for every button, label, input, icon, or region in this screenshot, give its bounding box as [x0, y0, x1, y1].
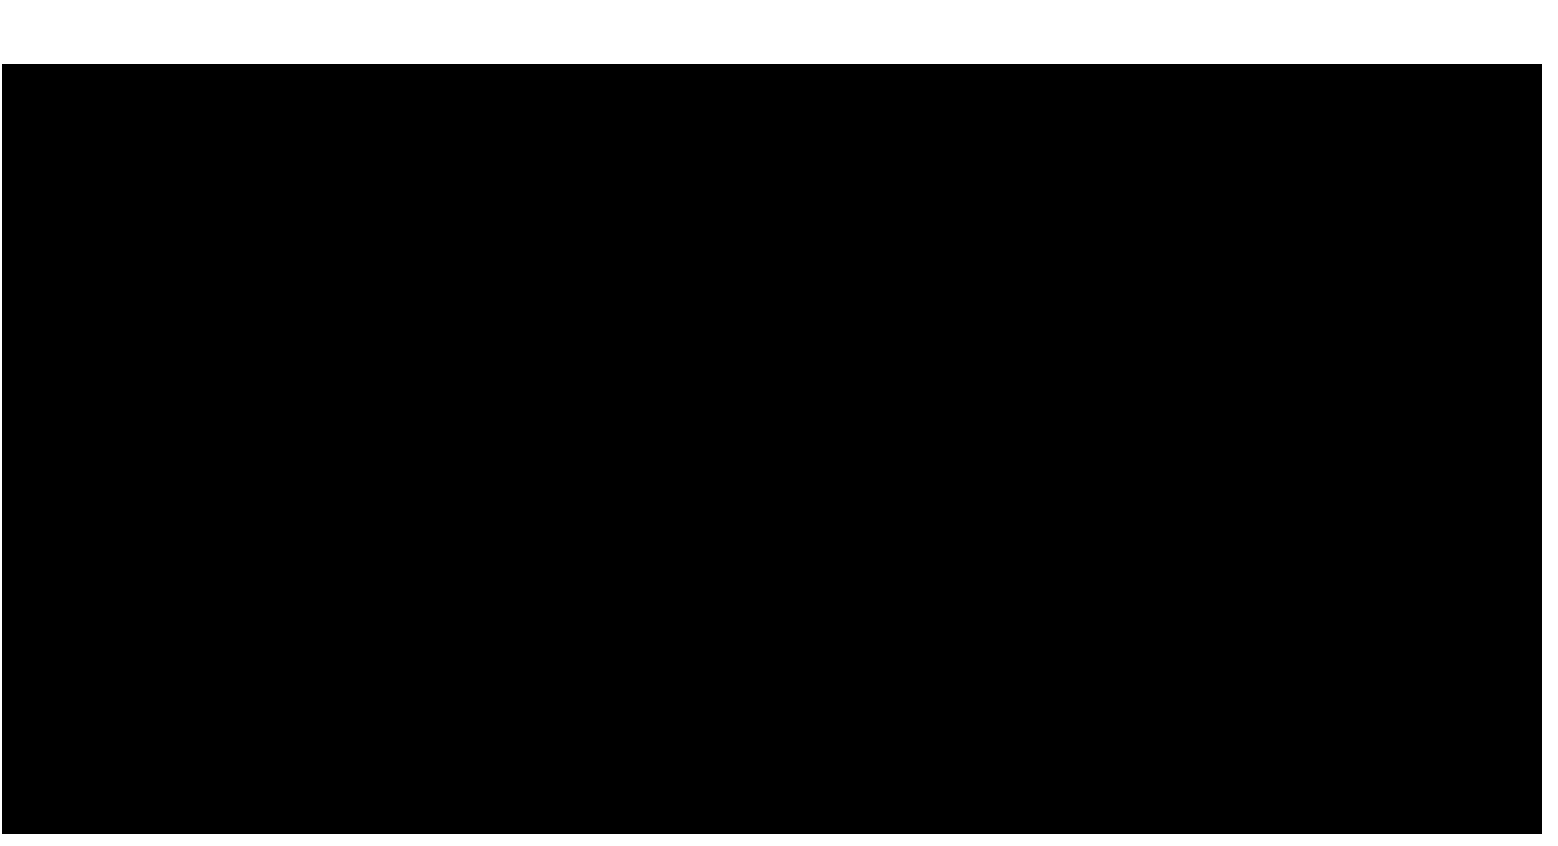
word-cloud-svg	[2, 64, 1542, 834]
word-cloud	[2, 64, 1542, 834]
